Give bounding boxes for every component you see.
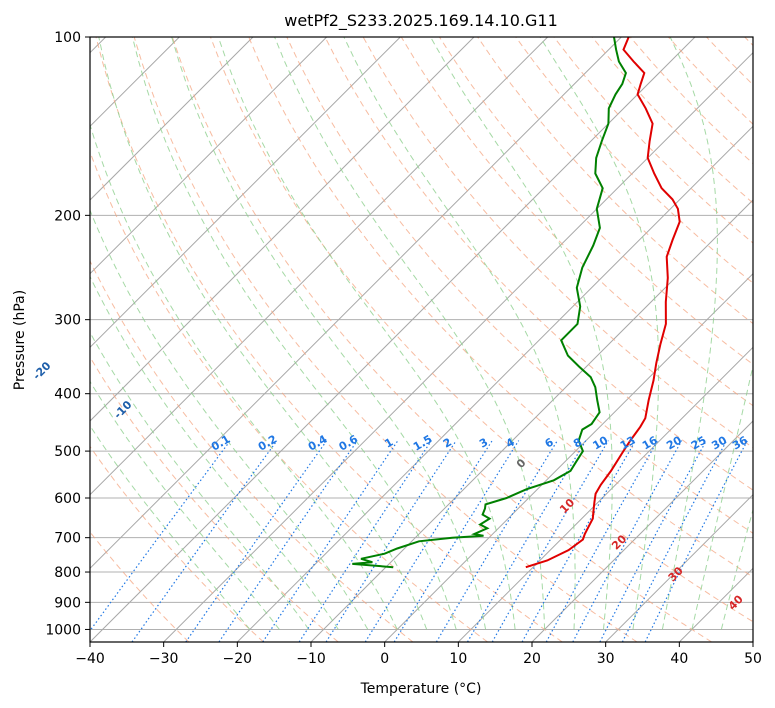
- x-tick-label: −10: [296, 651, 326, 667]
- mixing-ratio-line: [131, 440, 278, 642]
- x-tick-label: −20: [223, 651, 253, 667]
- mixing-ratio-line: [90, 440, 231, 632]
- dry-adiabat-line: [133, 37, 638, 642]
- isotherm-line: [90, 37, 549, 496]
- dry-adiabat-line: [90, 259, 414, 642]
- mixing-ratio-line: [435, 440, 558, 642]
- isotherm-line: [90, 37, 254, 201]
- mixing-ratio-line: [298, 440, 432, 642]
- y-axis-label: Pressure (hPa): [12, 290, 28, 390]
- y-tick-label: 600: [54, 491, 81, 507]
- x-tick-label: −30: [149, 651, 179, 667]
- mixing-ratio-line: [644, 440, 748, 642]
- y-tick-label: 700: [54, 531, 81, 547]
- plot-frame: [89, 36, 754, 643]
- mixing-ratio-line: [545, 440, 659, 642]
- moist-adiabat-line: [98, 37, 428, 630]
- moist-adiabat-line: [539, 37, 660, 630]
- temperature-series-line: [525, 37, 681, 569]
- dry-adiabat-line: [95, 37, 563, 642]
- chart-title: wetPf2_S233.2025.169.14.10.G11: [284, 11, 558, 31]
- x-axis-label: Temperature (°C): [360, 681, 482, 697]
- moist-adiabat-line: [691, 363, 753, 630]
- x-axis-ticks: −40 −30 −20 −10 0 10 20 30 40 50: [75, 642, 762, 667]
- moist-adiabat-line: [720, 507, 753, 630]
- moist-adiabat-line: [90, 331, 310, 630]
- dry-adiabat-line: [248, 37, 753, 578]
- mixing-ratio-line: [491, 440, 609, 642]
- mixing-ratio-line: [466, 440, 587, 642]
- y-tick-label: 100: [54, 30, 81, 46]
- mixing-ratio-line: [364, 440, 493, 642]
- dry-adiabat-line: [90, 445, 264, 642]
- y-tick-label: 900: [54, 595, 81, 611]
- dry-adiabat-line: [171, 37, 712, 642]
- mixing-ratio-line: [572, 440, 683, 642]
- x-tick-label: −40: [75, 651, 105, 667]
- mixing-ratio-line: [393, 440, 520, 642]
- isotherm-line: [457, 346, 753, 642]
- isotherm-line: [90, 37, 401, 349]
- moist-adiabat-line: [90, 208, 369, 630]
- y-tick-label: 200: [54, 208, 81, 224]
- isotherm-line: [236, 125, 753, 642]
- y-tick-label: 300: [54, 313, 81, 329]
- x-tick-label: 40: [670, 651, 688, 667]
- dry-adiabat-line: [90, 356, 339, 642]
- y-tick-label: 800: [54, 565, 81, 581]
- moist-adiabat-line: [90, 380, 280, 630]
- dewpoint-series-line: [352, 37, 627, 569]
- mixing-ratio-line: [185, 440, 328, 642]
- x-tick-label: 10: [449, 651, 467, 667]
- chart-grid: [90, 37, 753, 642]
- y-axis-ticks: 1000 900 800 700 600 500 400 300 200 100: [45, 30, 90, 638]
- y-tick-label: 400: [54, 387, 81, 403]
- moist-adiabat-line: [171, 37, 487, 630]
- isotherm-line: [90, 37, 622, 570]
- moist-adiabat-line: [217, 37, 516, 630]
- x-tick-label: 0: [380, 651, 389, 667]
- isotherm-line: [163, 51, 753, 642]
- y-tick-label: 500: [54, 444, 81, 460]
- x-tick-label: 50: [744, 651, 762, 667]
- isotherm-line: [90, 37, 696, 642]
- x-tick-label: 30: [597, 651, 615, 667]
- isotherm-line: [90, 37, 475, 422]
- dry-adiabat-line: [515, 37, 753, 284]
- y-tick-label: 1000: [45, 622, 81, 638]
- isotherm-line: [605, 493, 753, 642]
- moist-adiabat-line: [90, 275, 339, 630]
- moist-adiabat-line: [430, 37, 613, 630]
- mixing-ratio-line: [262, 440, 399, 642]
- moist-adiabat-line: [131, 37, 457, 630]
- moist-adiabat-line: [90, 424, 251, 630]
- mixing-ratio-line: [521, 440, 637, 642]
- moist-adiabat-line: [343, 37, 576, 630]
- chart-series: [352, 37, 681, 569]
- moist-adiabat-line: [661, 37, 718, 630]
- dry-adiabat-line: [324, 37, 753, 491]
- dry-adiabat-line: [210, 37, 753, 623]
- moist-adiabat-line: [90, 123, 398, 630]
- mixing-ratio-line: [325, 440, 457, 642]
- isotherm-line: [384, 272, 753, 642]
- isotherm-line: [531, 420, 753, 642]
- x-tick-label: 20: [523, 651, 541, 667]
- moist-adiabat-line: [274, 37, 546, 630]
- dry-adiabat-line: [286, 37, 753, 534]
- isotherm-line: [90, 37, 328, 275]
